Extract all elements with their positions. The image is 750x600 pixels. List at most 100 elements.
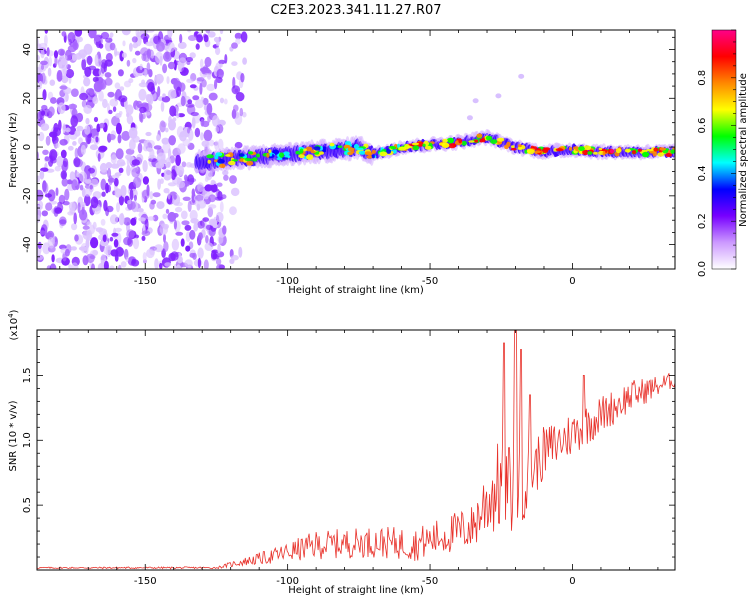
heatmap-cell: [152, 192, 161, 198]
heatmap-cell: [71, 179, 78, 191]
heatmap-cell: [160, 101, 165, 112]
heatmap-cell: [159, 262, 163, 269]
heatmap-cell: [266, 152, 270, 158]
heatmap-cell: [77, 202, 81, 214]
heatmap-cell: [110, 154, 117, 164]
heatmap-cell: [71, 262, 79, 269]
heatmap-cell: [602, 150, 606, 156]
heatmap-cell: [229, 206, 237, 216]
heatmap-cell: [67, 32, 76, 43]
heatmap-cell: [223, 98, 228, 105]
y-tick-label: 0.5: [22, 497, 33, 513]
heatmap-cell: [126, 59, 131, 67]
heatmap-cell: [215, 211, 224, 223]
heatmap-cell: [615, 148, 622, 154]
heatmap-cell: [137, 208, 144, 213]
heatmap-cell: [93, 35, 101, 42]
heatmap-cell: [167, 211, 177, 222]
heatmap-cell: [371, 149, 376, 154]
heatmap-cell: [131, 159, 140, 166]
heatmap-cell: [58, 54, 68, 61]
heatmap-cell: [78, 171, 88, 183]
heatmap-cell: [58, 194, 66, 205]
heatmap-cell: [217, 118, 221, 126]
heatmap-cell: [196, 34, 203, 43]
spectrogram-x-ticks: -150 -100 -50 0: [59, 30, 659, 287]
heatmap-cell: [187, 99, 193, 105]
heatmap-cell: [222, 225, 227, 235]
y-tick-label: 20: [22, 92, 33, 105]
heatmap-cell: [238, 246, 243, 258]
heatmap-cell: [177, 143, 186, 154]
heatmap-cell: [217, 190, 223, 201]
heatmap-cell: [82, 225, 90, 230]
heatmap-cell: [201, 79, 207, 88]
heatmap-cell: [170, 251, 179, 261]
heatmap-cell: [534, 150, 542, 154]
heatmap-cell: [204, 184, 213, 192]
heatmap-cell: [38, 81, 43, 87]
heatmap-cell: [162, 213, 168, 220]
heatmap-cell: [99, 122, 105, 129]
heatmap-cell: [208, 139, 215, 147]
heatmap-cell: [115, 122, 122, 135]
heatmap-cell: [120, 185, 127, 197]
heatmap-cell: [115, 246, 124, 257]
heatmap-cell: [213, 36, 220, 43]
heatmap-cell: [118, 167, 124, 173]
heatmap-cell: [79, 209, 88, 221]
heatmap-cell: [219, 30, 224, 35]
heatmap-cell: [98, 43, 104, 49]
heatmap-cell: [41, 210, 48, 217]
heatmap-cell: [185, 245, 191, 252]
heatmap-cell: [598, 147, 603, 151]
heatmap-cell: [177, 41, 187, 50]
heatmap-cell: [129, 138, 136, 151]
heatmap-cell: [568, 147, 573, 151]
heatmap-cell: [74, 30, 83, 37]
heatmap-cell: [40, 49, 45, 59]
heatmap-cell: [71, 88, 79, 97]
heatmap-cell: [578, 146, 585, 152]
heatmap-cell: [139, 63, 143, 71]
y-tick-label: 0: [22, 144, 33, 150]
heatmap-cell: [358, 150, 367, 155]
heatmap-cell: [442, 138, 448, 143]
heatmap-cell: [100, 31, 110, 40]
heatmap-cell: [123, 217, 132, 226]
y-tick-label: -40: [22, 236, 33, 252]
heatmap-cell: [83, 246, 88, 252]
heatmap-cell: [175, 154, 182, 167]
heatmap-cell: [65, 92, 69, 102]
heatmap-cell: [54, 207, 63, 214]
heatmap-cell: [216, 182, 223, 187]
heatmap-cell: [176, 181, 186, 189]
heatmap-cell: [279, 152, 285, 158]
heatmap-cell: [118, 95, 128, 103]
heatmap-cell: [99, 145, 108, 152]
heatmap-cell: [204, 176, 209, 182]
heatmap-cell: [186, 78, 194, 83]
heatmap-cell: [90, 237, 99, 249]
heatmap-cell: [146, 248, 155, 259]
heatmap-cell: [582, 149, 589, 156]
heatmap-cell: [207, 159, 211, 164]
heatmap-cell: [191, 117, 196, 129]
heatmap-cell: [230, 187, 240, 197]
heatmap-cell: [208, 218, 218, 226]
heatmap-cell: [102, 234, 107, 243]
heatmap-cell: [148, 69, 153, 78]
heatmap-cell: [138, 82, 148, 88]
heatmap-cell: [105, 182, 109, 194]
heatmap-cell: [145, 131, 152, 137]
heatmap-cell: [206, 103, 213, 115]
heatmap-cell: [62, 123, 66, 134]
heatmap-cell: [90, 196, 99, 209]
heatmap-cell: [71, 223, 78, 231]
heatmap-cell: [109, 236, 114, 242]
heatmap-cell: [179, 33, 183, 44]
heatmap-cell: [322, 146, 327, 151]
heatmap-cell: [468, 140, 475, 143]
heatmap-cell: [132, 237, 140, 250]
heatmap-cell: [92, 96, 99, 105]
